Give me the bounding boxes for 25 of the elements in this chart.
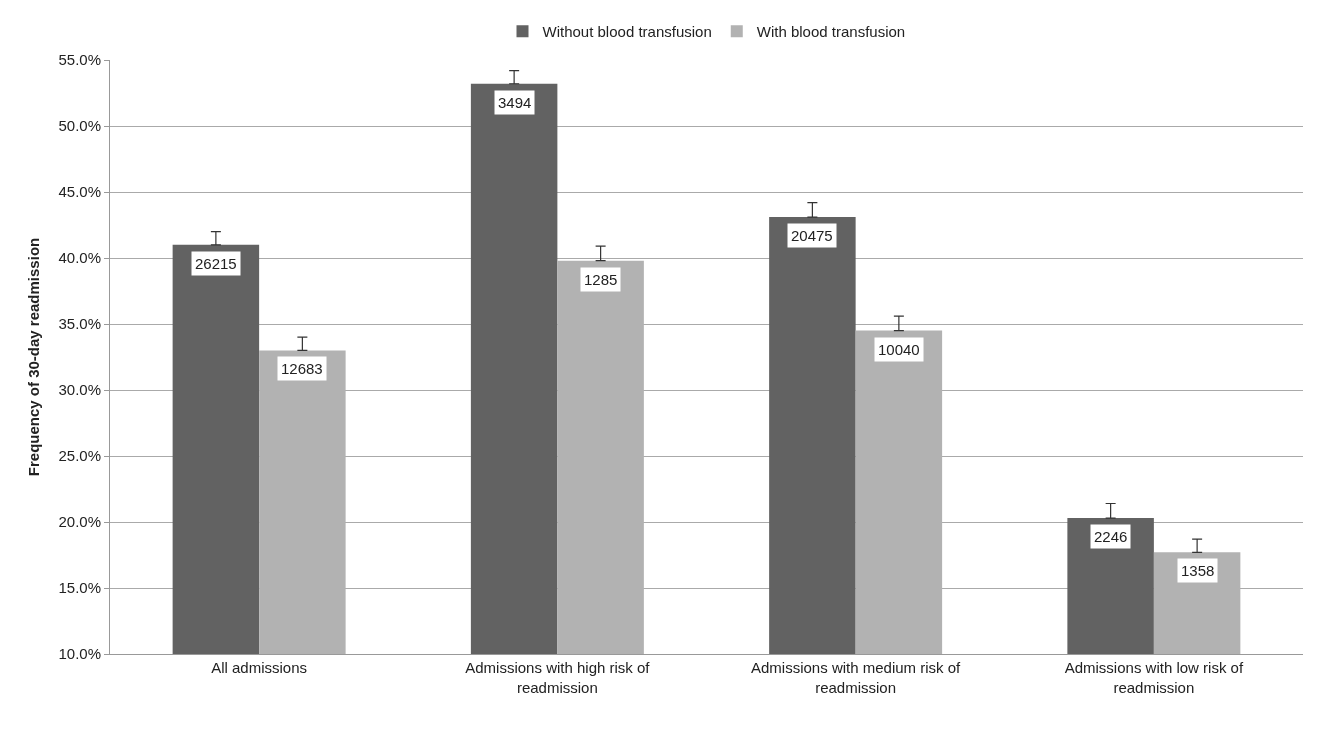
annotation: 2246 xyxy=(1094,528,1128,545)
y-tick-label: 45.0% xyxy=(58,183,101,201)
y-tick-label: 15.0% xyxy=(58,579,101,597)
legend-label: With blood transfusion xyxy=(756,23,906,41)
annotation: 1358 xyxy=(1181,562,1215,579)
y-tick-label: 30.0% xyxy=(58,381,101,399)
x-tick-label: Admissions with low risk of readmission xyxy=(1064,659,1244,696)
annotation: 1285 xyxy=(584,271,618,288)
y-tick-label: 55.0% xyxy=(58,51,101,69)
y-tick-label: 40.0% xyxy=(58,249,101,267)
y-axis-title: Frequency of 30-day readmission xyxy=(24,237,42,477)
annotation: 26215 xyxy=(195,255,237,272)
annotation: 3494 xyxy=(498,94,532,111)
x-tick-label: Admissions with high risk of readmission xyxy=(465,659,651,696)
y-tick-label: 20.0% xyxy=(58,513,101,531)
y-tick-label: 50.0% xyxy=(58,117,101,135)
x-tick-label: Admissions with medium risk of readmission xyxy=(751,659,962,696)
annotation: 10040 xyxy=(878,341,920,358)
y-tick-label: 35.0% xyxy=(58,315,101,333)
y-tick-label: 25.0% xyxy=(58,447,101,465)
legend-label: Without blood transfusion xyxy=(542,23,712,41)
y-tick-label: 10.0% xyxy=(58,645,101,663)
annotation: 12683 xyxy=(281,360,323,377)
annotation: 20475 xyxy=(791,227,833,244)
x-tick-label: All admissions xyxy=(211,659,308,676)
